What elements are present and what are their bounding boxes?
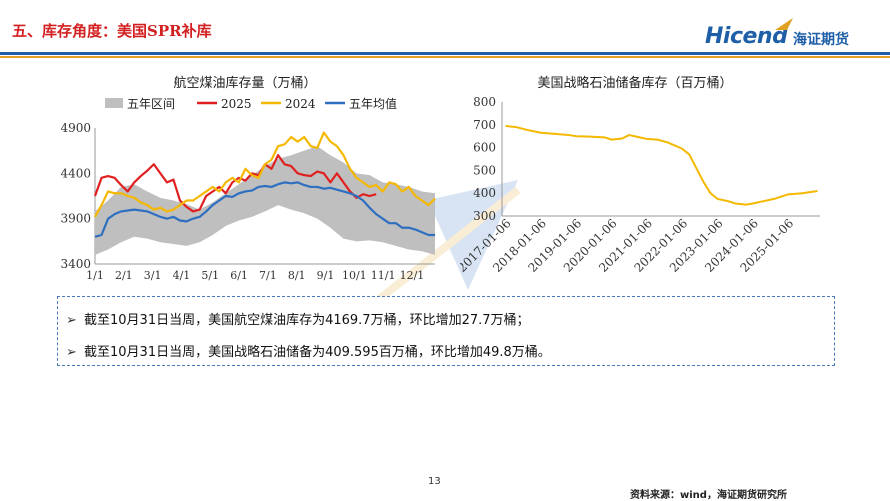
y-tick-label: 500 xyxy=(473,163,496,177)
header-divider-accent xyxy=(0,56,890,58)
summary-bullet-1: ➢ 截至10月31日当周，美国航空煤油库存为4169.7万桶，环比增加27.7万桶… xyxy=(66,309,530,328)
y-tick-label: 300 xyxy=(473,209,496,223)
source-note: 资料来源：wind，海证期货研究所 xyxy=(630,490,787,501)
spr-inventory-chart: 3004005006007008002017-01-062018-01-0620… xyxy=(460,95,820,275)
y-tick-label: 4900 xyxy=(60,121,91,135)
x-tick-label: 11/1 xyxy=(371,269,396,282)
legend-label: 五年区间 xyxy=(127,97,175,111)
logo-swoosh-icon xyxy=(775,18,793,30)
x-tick-label: 7/1 xyxy=(259,269,277,282)
logo-text-en: Hicend xyxy=(705,24,788,49)
legend-label: 2025 xyxy=(221,97,252,111)
x-tick-label: 8/1 xyxy=(288,269,306,282)
x-tick-label: 4/1 xyxy=(173,269,191,282)
x-tick-label: 9/1 xyxy=(317,269,335,282)
x-tick-label: 10/1 xyxy=(342,269,367,282)
bullet-arrow-icon: ➢ xyxy=(66,345,77,360)
y-tick-label: 3900 xyxy=(60,212,91,226)
y-tick-label: 600 xyxy=(473,141,496,155)
right-chart-title: 美国战略石油储备库存（百万桶） xyxy=(537,76,733,91)
legend-swatch xyxy=(105,98,123,108)
y-tick-label: 800 xyxy=(473,95,496,109)
x-tick-label: 1/1 xyxy=(86,269,104,282)
bullet-text: 截至10月31日当周，美国航空煤油库存为4169.7万桶，环比增加27.7万桶； xyxy=(84,313,530,328)
page-title: 五、库存角度：美国SPR补库 xyxy=(12,22,212,40)
x-tick-label: 12/1 xyxy=(400,269,425,282)
y-tick-label: 3400 xyxy=(60,257,91,271)
x-tick-label: 5/1 xyxy=(201,269,219,282)
legend-label: 2024 xyxy=(285,97,316,111)
x-tick-label: 6/1 xyxy=(230,269,248,282)
logo-text-cn: 海证期货 xyxy=(793,32,849,48)
series-line-spr xyxy=(505,124,818,206)
bullet-text: 截至10月31日当周，美国战略石油储备为409.595百万桶，环比增加49.8万… xyxy=(84,345,551,360)
y-tick-label: 700 xyxy=(473,118,496,132)
bullet-arrow-icon: ➢ xyxy=(66,313,77,328)
left-chart-title: 航空煤油库存量（万桶） xyxy=(173,76,317,91)
x-tick-label: 2/1 xyxy=(115,269,133,282)
series-line-2024 xyxy=(94,131,436,218)
header-divider xyxy=(0,52,890,55)
y-tick-label: 400 xyxy=(473,186,496,200)
page-number: 13 xyxy=(428,476,441,487)
series-line-五年均值 xyxy=(94,181,435,238)
five-year-range-band xyxy=(95,146,435,255)
watermark-logo-icon xyxy=(375,180,521,304)
jet-fuel-inventory-chart: 3400 3900 4400 4900 1/1 2/1 3/1 4/1 5/1 6/1 7/1 8/1… xyxy=(60,96,436,282)
summary-bullet-2: ➢ 截至10月31日当周，美国战略石油储备为409.595百万桶，环比增加49.8… xyxy=(66,341,551,360)
x-tick-label: 3/1 xyxy=(144,269,162,282)
summary-box: ➢ 截至10月31日当周，美国航空煤油库存为4169.7万桶，环比增加27.7万桶… xyxy=(57,296,835,366)
legend-label: 五年均值 xyxy=(349,96,397,111)
hicend-logo: Hicend 海证期货 xyxy=(705,18,885,52)
y-tick-label: 4400 xyxy=(60,166,91,180)
